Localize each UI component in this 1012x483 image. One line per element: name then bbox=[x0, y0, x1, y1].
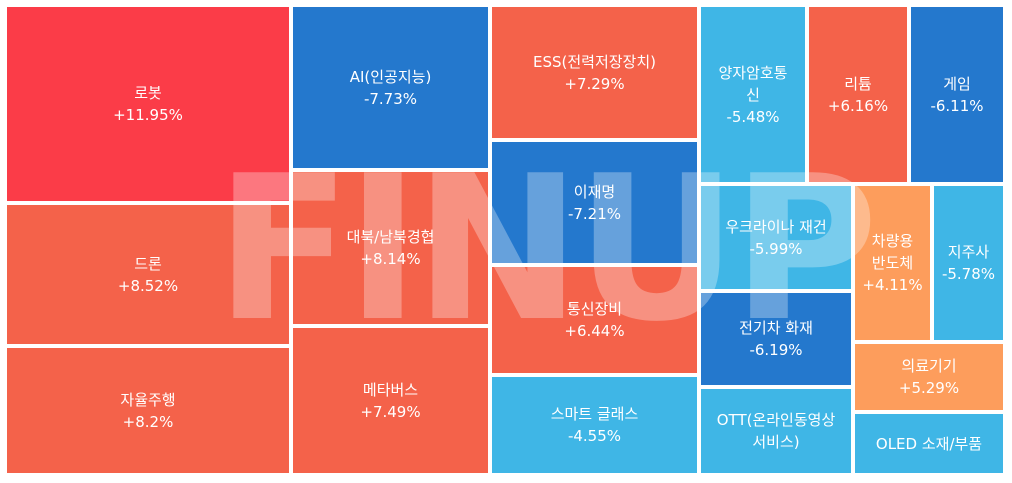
tile-name: 리튬 bbox=[844, 74, 872, 93]
treemap-tile[interactable]: 의료기기 +5.29% bbox=[853, 342, 1005, 412]
tile-change: +8.2% bbox=[122, 412, 174, 431]
tile-name: ESS(전력저장장치) bbox=[532, 52, 657, 71]
treemap-tile[interactable]: 전기차 화재 -6.19% bbox=[699, 291, 853, 387]
tile-name: 로봇 bbox=[134, 84, 162, 102]
treemap-tile[interactable]: 자율주행 +8.2% bbox=[5, 346, 291, 475]
tile-change: +7.29% bbox=[564, 74, 625, 93]
treemap-tile[interactable]: 양자암호통 신 -5.48% bbox=[699, 5, 807, 184]
tile-name: 통신장비 bbox=[566, 300, 623, 318]
tile-change: -6.19% bbox=[749, 341, 803, 359]
tile-name: 스마트 글래스 bbox=[550, 405, 639, 423]
tile-change: +6.44% bbox=[564, 322, 625, 340]
treemap-tile[interactable]: 지주사 -5.78% bbox=[932, 184, 1005, 342]
tile-name: OLED 소재/부품 bbox=[875, 434, 983, 453]
treemap-tile[interactable]: 메타버스 +7.49% bbox=[291, 326, 490, 475]
treemap-tile[interactable]: OLED 소재/부품 bbox=[853, 412, 1005, 475]
tile-name: 우크라이나 재건 bbox=[725, 217, 827, 236]
treemap-tile[interactable]: 우크라이나 재건 -5.99% bbox=[699, 184, 853, 291]
tile-change: -7.21% bbox=[567, 204, 622, 223]
tile-name: 게임 bbox=[943, 74, 971, 93]
tile-name: 메타버스 bbox=[362, 380, 419, 399]
treemap-tile[interactable]: 드론 +8.52% bbox=[5, 203, 291, 346]
tile-name: 대북/남북경협 bbox=[346, 228, 435, 246]
treemap-tile[interactable]: 스마트 글래스 -4.55% bbox=[490, 375, 699, 475]
tile-name: 드론 bbox=[134, 254, 162, 273]
tile-change: -4.55% bbox=[567, 427, 622, 445]
tile-change: +7.49% bbox=[360, 402, 421, 421]
treemap-tile[interactable]: 게임 -6.11% bbox=[909, 5, 1005, 184]
tile-name: 의료기기 bbox=[901, 357, 957, 375]
treemap-tile[interactable]: 로봇 +11.95% bbox=[5, 5, 291, 203]
tile-change: -6.11% bbox=[930, 96, 984, 115]
tile-change: -7.73% bbox=[363, 89, 418, 108]
tile-name: 이재명 bbox=[573, 182, 616, 201]
tile-name: 차량용 반도체 bbox=[871, 232, 914, 272]
tile-name: 자율주행 bbox=[120, 390, 176, 409]
treemap-tile[interactable]: 차량용 반도체 +4.11% bbox=[853, 184, 932, 342]
tile-change: -5.78% bbox=[941, 265, 996, 283]
tile-name: 지주사 bbox=[947, 243, 990, 261]
treemap-tile[interactable]: 통신장비 +6.44% bbox=[490, 265, 699, 375]
tile-change: +8.14% bbox=[360, 250, 421, 268]
treemap-tile[interactable]: 이재명 -7.21% bbox=[490, 140, 699, 265]
tile-change: -5.48% bbox=[726, 107, 780, 126]
tile-change: +6.16% bbox=[827, 96, 889, 115]
tile-change: +4.11% bbox=[862, 276, 923, 294]
tile-change: -5.99% bbox=[749, 239, 803, 258]
tile-name: AI(인공지능) bbox=[349, 67, 432, 86]
tile-change: +8.52% bbox=[117, 276, 179, 295]
treemap-tile[interactable]: AI(인공지능) -7.73% bbox=[291, 5, 490, 170]
treemap-tile[interactable]: 리튬 +6.16% bbox=[807, 5, 909, 184]
tile-change: +5.29% bbox=[898, 379, 960, 397]
tile-change: +11.95% bbox=[113, 106, 183, 124]
treemap-tile[interactable]: 대북/남북경협 +8.14% bbox=[291, 170, 490, 326]
treemap-tile[interactable]: OTT(온라인동영상 서비스) bbox=[699, 387, 853, 475]
tile-name: 양자암호통 신 bbox=[718, 63, 788, 104]
treemap-tile[interactable]: ESS(전력저장장치) +7.29% bbox=[490, 5, 699, 140]
tile-name: 전기차 화재 bbox=[739, 319, 813, 337]
tile-name: OTT(온라인동영상 서비스) bbox=[716, 411, 836, 451]
